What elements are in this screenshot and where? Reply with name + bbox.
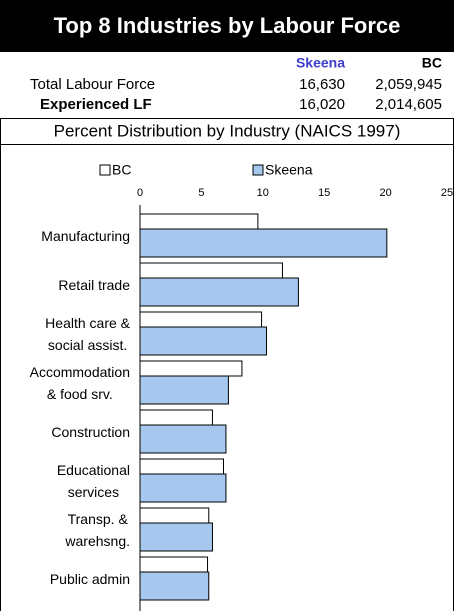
bar xyxy=(139,424,227,454)
bar xyxy=(139,556,209,573)
bar xyxy=(139,262,283,279)
cell: 16,630 xyxy=(299,76,345,93)
legend-swatch xyxy=(99,164,111,176)
bar xyxy=(139,507,210,524)
category-text: Transp. & warehsng. xyxy=(65,511,130,549)
category-text: Construction xyxy=(51,424,130,440)
bar xyxy=(139,571,210,601)
cell: 2,014,605 xyxy=(375,96,442,113)
category-text: Educational services xyxy=(56,462,130,500)
x-tick-label: 25 xyxy=(441,187,453,199)
legend-label: BC xyxy=(112,162,131,178)
legend-swatch xyxy=(252,164,264,176)
bar xyxy=(139,277,299,307)
x-tick-label: 10 xyxy=(257,187,269,199)
category-label: Retail trade xyxy=(2,260,130,310)
x-tick-label: 20 xyxy=(379,187,391,199)
page-title: Top 8 Industries by Labour Force xyxy=(54,13,401,38)
column-header: BC xyxy=(422,55,442,71)
bar xyxy=(139,409,213,426)
legend-label: Skeena xyxy=(265,162,313,178)
cell: 2,059,945 xyxy=(375,76,442,93)
chart-title: Percent Distribution by Industry (NAICS … xyxy=(54,121,401,140)
category-label: Public admin xyxy=(2,554,130,604)
category-label: Health care & social assist. xyxy=(2,309,130,359)
category-label: Accommodation & food srv. xyxy=(2,358,130,408)
x-tick-label: 15 xyxy=(318,187,330,199)
category-text: Health care & social assist. xyxy=(45,315,130,353)
category-text: Manufacturing xyxy=(41,228,130,244)
bar xyxy=(139,473,227,503)
row-label: Total Labour Force xyxy=(30,76,155,93)
bar xyxy=(139,311,263,328)
bar xyxy=(139,228,388,258)
column-header: Skeena xyxy=(296,55,345,71)
cell: 16,020 xyxy=(299,96,345,113)
category-text: Accommodation & food srv. xyxy=(29,364,130,402)
row-label: Experienced LF xyxy=(40,96,152,113)
category-label: Construction xyxy=(2,407,130,457)
x-tick-label: 5 xyxy=(198,187,204,199)
category-label: Educational services xyxy=(2,456,130,506)
bar xyxy=(139,375,229,405)
bar xyxy=(139,326,267,356)
category-text: Public admin xyxy=(49,571,130,587)
title-bar xyxy=(0,0,454,52)
category-label: Manufacturing xyxy=(2,211,130,261)
category-text: Retail trade xyxy=(58,277,130,293)
category-label: Transp. & warehsng. xyxy=(2,505,130,555)
x-tick-label: 0 xyxy=(137,187,143,199)
bar xyxy=(139,213,259,230)
bar xyxy=(139,522,213,552)
bar xyxy=(139,458,225,475)
bar xyxy=(139,360,243,377)
